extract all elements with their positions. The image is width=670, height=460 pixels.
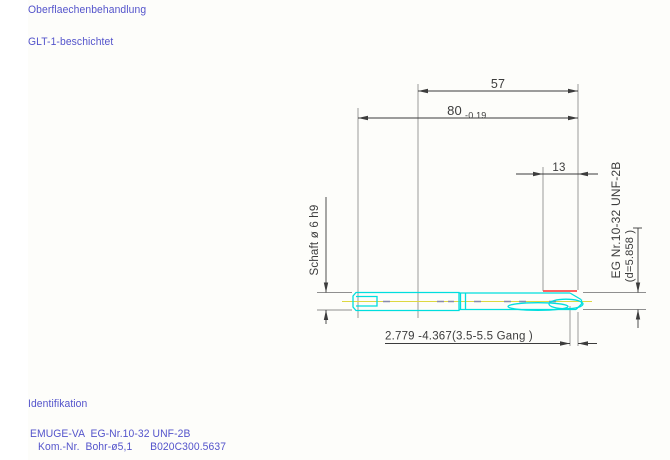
extension-lines <box>317 84 646 346</box>
tap-shank-outline <box>352 291 460 312</box>
tap-flute <box>507 302 569 311</box>
chamfer-spec-label: 2.779 -4.367(3.5-5.5 Gang ) <box>385 331 533 343</box>
page-left-margin <box>0 0 28 460</box>
surface-treatment-value: GLT-1-beschichtet <box>28 36 114 48</box>
shank-spec-label: Schaft ø 6 h9 <box>309 205 321 276</box>
dimension-chamfer: 2.779 -4.367(3.5-5.5 Gang ) <box>385 331 597 346</box>
dimension-thread-diameter: EG Nr.10-32 UNF-2B (d=5.858 ) <box>609 162 642 328</box>
dimension-shank-diameter: Schaft ø 6 h9 <box>309 197 329 324</box>
tap-tip-flute <box>548 298 584 310</box>
dimension-80: 80 -0.19 <box>358 103 578 121</box>
dim-80-tolerance: -0.19 <box>465 111 487 121</box>
tap-tool-geometry <box>352 290 584 312</box>
thread-spec-label: EG Nr.10-32 UNF-2B <box>609 162 623 279</box>
tap-square-drive <box>356 295 378 307</box>
tap-neck <box>459 293 467 310</box>
identification-line1: EMUGE-VA EG-Nr.10-32 UNF-2B <box>30 428 191 440</box>
surface-treatment-label: Oberflaechenbehandlung <box>28 4 147 16</box>
dim-80-label: 80 <box>447 103 462 118</box>
thread-diameter-label: (d=5.858 ) <box>624 230 636 282</box>
dim-13-label: 13 <box>552 162 565 174</box>
dimension-13: 13 <box>516 162 598 177</box>
identification-label: Identifikation <box>28 398 88 410</box>
dimension-57: 57 <box>418 77 578 94</box>
identification-line2: Kom.-Nr. Bohr-ø5,1 B020C300.5637 <box>38 441 227 453</box>
dim-57-label: 57 <box>491 77 505 91</box>
